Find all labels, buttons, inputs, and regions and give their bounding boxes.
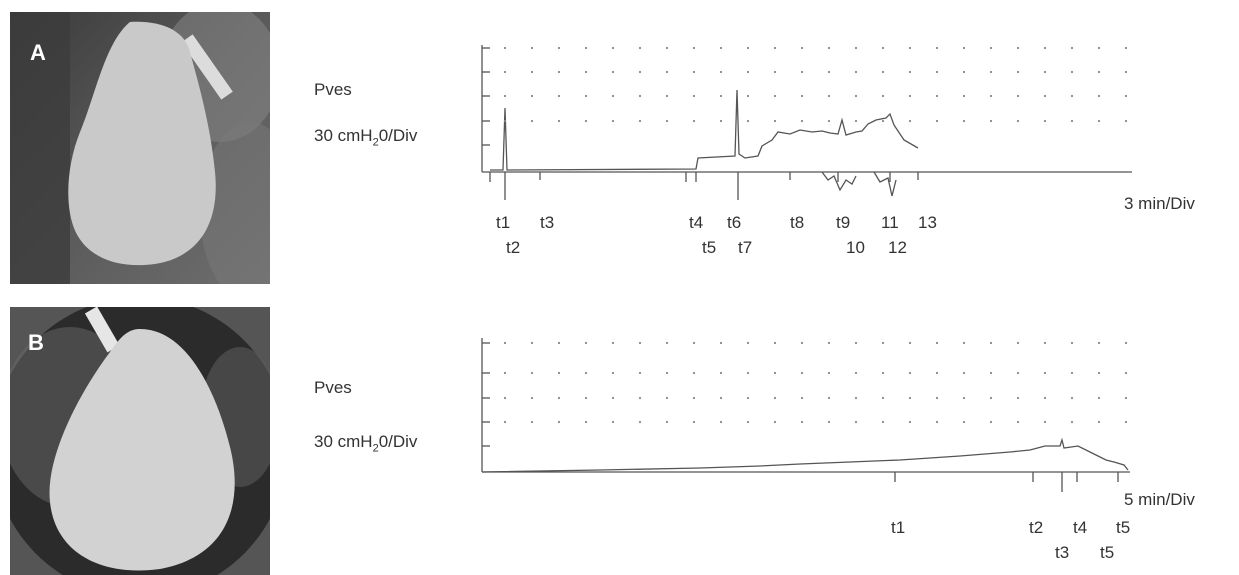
panel-b-label-t5-top: t5 xyxy=(1116,518,1131,537)
panel-b-letter: B xyxy=(28,330,44,355)
panel-a-grid xyxy=(503,46,1128,123)
panel-a-label-t9: t9 xyxy=(836,213,851,232)
panel-a-label-t7: t7 xyxy=(738,238,753,257)
panel-a-scale-suffix: 0/Div xyxy=(378,126,418,145)
panel-b-ylabel-pves: Pves xyxy=(314,378,352,397)
panel-b-label-t5-bottom: t5 xyxy=(1100,543,1115,562)
panel-a-scale-prefix: 30 cmH xyxy=(314,126,373,145)
panel-b-label-t2: t2 xyxy=(1029,518,1044,537)
panel-a-ylabel-scale: 30 cmH20/Div xyxy=(314,126,417,148)
panel-a-ylabel-pves: Pves xyxy=(314,80,352,99)
panel-a-time-scale: 3 min/Div xyxy=(1124,194,1195,213)
panel-a-cystogram-image xyxy=(10,12,270,284)
panel-b-label-t4: t4 xyxy=(1073,518,1088,537)
panel-a-label-t6: t6 xyxy=(727,213,742,232)
panel-b-scale-sub: 2 xyxy=(372,442,379,455)
panel-b-label-t3: t3 xyxy=(1055,543,1070,562)
panel-b-label-t1: t1 xyxy=(891,518,906,537)
panel-b-scale-prefix: 30 cmH xyxy=(314,432,373,451)
panel-b-ylabel-scale: 30 cmH20/Div xyxy=(314,432,417,454)
panel-b-time-scale: 5 min/Div xyxy=(1124,490,1195,509)
panel-a-label-13: 13 xyxy=(918,213,937,232)
panel-b-grid xyxy=(503,341,1128,424)
panel-a-label-t4: t4 xyxy=(689,213,704,232)
panel-a-label-t5: t5 xyxy=(702,238,717,257)
panel-a-scale-sub: 2 xyxy=(372,136,379,149)
panel-a-label-12: 12 xyxy=(888,238,907,257)
panel-a-label-11: 11 xyxy=(881,213,899,232)
panel-a-label-t2: t2 xyxy=(506,238,521,257)
panel-b-cystogram-image xyxy=(10,307,270,575)
panel-a-label-t3: t3 xyxy=(540,213,555,232)
panel-a-label-t8: t8 xyxy=(790,213,805,232)
panel-a-label-10: 10 xyxy=(846,238,865,257)
panel-a-label-t1: t1 xyxy=(496,213,511,232)
panel-a-letter: A xyxy=(30,40,46,65)
panel-b-scale-suffix: 0/Div xyxy=(378,432,418,451)
